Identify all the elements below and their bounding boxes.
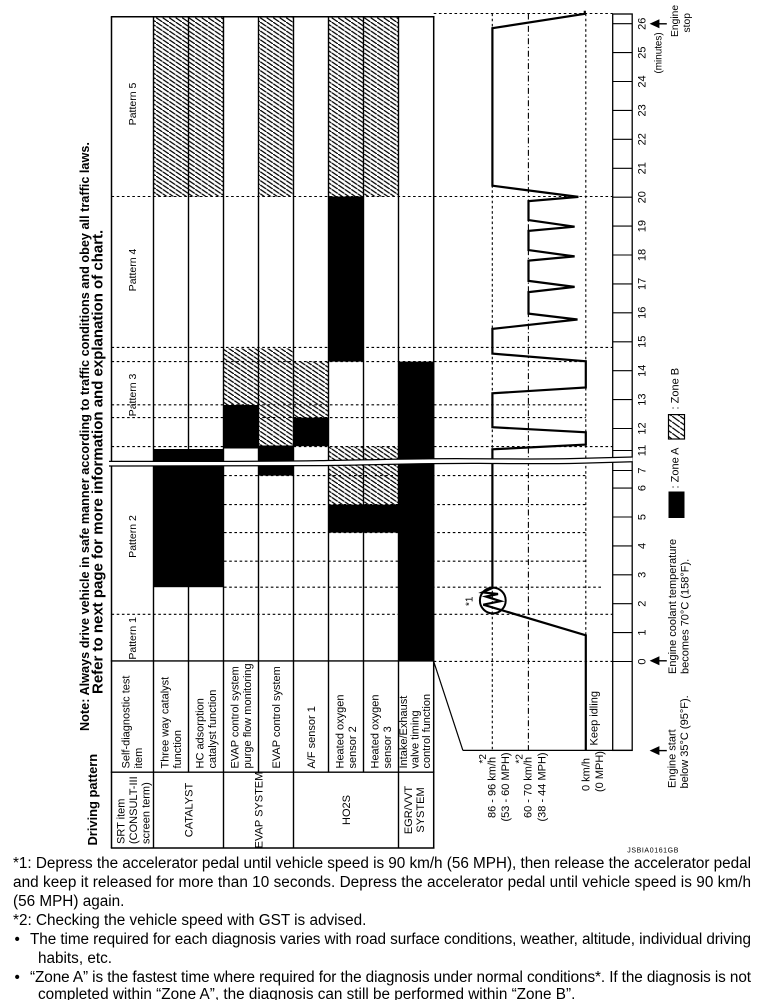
- svg-text:Keep idling: Keep idling: [589, 691, 601, 745]
- svg-text:•: •: [15, 969, 20, 986]
- svg-text:3: 3: [636, 572, 648, 578]
- svg-text:(53 - 60 MPH): (53 - 60 MPH): [500, 752, 512, 821]
- svg-text:EVAP control system: EVAP control system: [271, 666, 283, 768]
- svg-text:JSBIA0161GB: JSBIA0161GB: [627, 847, 679, 854]
- svg-text:26: 26: [636, 18, 648, 30]
- svg-text:A/F sensor 1: A/F sensor 1: [306, 706, 318, 768]
- svg-text:purge flow monitoring: purge flow monitoring: [242, 663, 254, 768]
- svg-text:17: 17: [636, 278, 648, 290]
- svg-text:sensor 2: sensor 2: [347, 726, 359, 768]
- svg-text:22: 22: [636, 133, 648, 145]
- svg-text:(minutes): (minutes): [654, 32, 665, 73]
- svg-text:Pattern 4: Pattern 4: [127, 249, 139, 292]
- svg-text:7: 7: [636, 467, 648, 473]
- svg-text:valve timing: valve timing: [410, 710, 422, 768]
- svg-text:21: 21: [636, 162, 648, 174]
- svg-text:catalyst function: catalyst function: [207, 690, 219, 769]
- svg-text:completed within “Zone A”, the: completed within “Zone A”, the diagnosis…: [38, 986, 575, 1000]
- svg-text:HO2S: HO2S: [341, 795, 353, 825]
- svg-text:12: 12: [636, 422, 648, 434]
- svg-text:Pattern 3: Pattern 3: [127, 374, 139, 417]
- svg-text:Intake/Exhaust: Intake/Exhaust: [398, 696, 410, 769]
- svg-text:5: 5: [636, 514, 648, 520]
- svg-text:0 km/h: 0 km/h: [581, 758, 593, 791]
- svg-text:*1: *1: [465, 596, 476, 606]
- svg-text:function: function: [172, 730, 184, 769]
- svg-text:60 - 70 km/h: 60 - 70 km/h: [523, 757, 535, 818]
- svg-text:Driving pattern: Driving pattern: [85, 754, 100, 846]
- svg-text:18: 18: [636, 249, 648, 261]
- svg-text:Heated oxygen: Heated oxygen: [335, 695, 347, 769]
- svg-text:SYSTEM: SYSTEM: [415, 787, 427, 832]
- svg-text:: Zone A: : Zone A: [670, 447, 682, 489]
- svg-text:EGR/VVT: EGR/VVT: [403, 786, 415, 835]
- svg-text:Engine: Engine: [670, 5, 681, 37]
- svg-text:6: 6: [636, 485, 648, 491]
- svg-text:Three way catalyst: Three way catalyst: [160, 677, 172, 769]
- svg-text:1: 1: [636, 630, 648, 636]
- svg-text:sensor 3: sensor 3: [382, 726, 394, 768]
- svg-text:item: item: [133, 748, 145, 769]
- svg-text:24: 24: [636, 75, 648, 87]
- svg-text:EVAP control system: EVAP control system: [230, 666, 242, 768]
- svg-text:CATALYST: CATALYST: [184, 783, 196, 838]
- svg-text:: Zone B: : Zone B: [670, 368, 682, 410]
- svg-text:control function: control function: [421, 694, 433, 769]
- svg-text:86 - 96 km/h: 86 - 96 km/h: [487, 757, 499, 818]
- svg-text:Note: Always drive vehicle in: Note: Always drive vehicle in safe manne…: [78, 142, 92, 731]
- svg-text:19: 19: [636, 220, 648, 232]
- svg-text:screen term): screen term): [141, 782, 153, 844]
- svg-text:below 35°C (95°F).: below 35°C (95°F).: [679, 695, 691, 788]
- svg-text:(CONSULT-III: (CONSULT-III: [128, 776, 140, 844]
- svg-text:Pattern 2: Pattern 2: [127, 515, 139, 558]
- svg-text:Engine start: Engine start: [667, 729, 679, 788]
- svg-text:“Zone A” is the fastest time w: “Zone A” is the fastest time where requi…: [30, 969, 752, 986]
- svg-text:becomes 70°C (158°F).: becomes 70°C (158°F).: [680, 559, 692, 674]
- svg-text:*2: *2: [478, 754, 489, 764]
- svg-text:20: 20: [636, 191, 648, 203]
- svg-text:(38 - 44 MPH): (38 - 44 MPH): [537, 752, 549, 821]
- svg-text:4: 4: [636, 543, 648, 549]
- svg-text:*2: *2: [515, 754, 526, 764]
- svg-text:(56 MPH) again.: (56 MPH) again.: [13, 893, 124, 910]
- svg-text:25: 25: [636, 46, 648, 58]
- svg-text:14: 14: [636, 365, 648, 377]
- svg-text:Heated oxygen: Heated oxygen: [370, 695, 382, 769]
- svg-text:(0 MPH): (0 MPH): [594, 751, 606, 792]
- svg-text:habits, etc.: habits, etc.: [38, 950, 112, 967]
- svg-text:and keep it released for more: and keep it released for more than 10 se…: [13, 874, 751, 891]
- svg-text:*1: Depress the accelerator pe: *1: Depress the accelerator pedal until …: [13, 855, 751, 872]
- svg-text:23: 23: [636, 104, 648, 116]
- svg-text:0: 0: [636, 658, 648, 664]
- svg-text:Engine coolant temperature: Engine coolant temperature: [667, 539, 679, 674]
- svg-text:HC adsorption: HC adsorption: [195, 698, 207, 768]
- svg-text:Pattern 1: Pattern 1: [127, 617, 139, 660]
- svg-text:15: 15: [636, 336, 648, 348]
- svg-text:13: 13: [636, 393, 648, 405]
- svg-text:Pattern 5: Pattern 5: [127, 83, 139, 126]
- svg-text:SRT item: SRT item: [116, 799, 128, 844]
- svg-text:Refer to next page for more in: Refer to next page for more information …: [89, 230, 106, 694]
- svg-text:Self-diagnostic test: Self-diagnostic test: [121, 676, 133, 769]
- svg-text:11: 11: [636, 445, 648, 456]
- svg-text:•: •: [15, 931, 20, 948]
- svg-text:The time required for each dia: The time required for each diagnosis var…: [30, 931, 751, 948]
- svg-text:2: 2: [636, 601, 648, 607]
- svg-text:*2: Checking the vehicle speed: *2: Checking the vehicle speed with GST …: [13, 912, 366, 929]
- svg-text:stop: stop: [682, 13, 693, 33]
- svg-text:16: 16: [636, 307, 648, 319]
- svg-text:EVAP SYSTEM: EVAP SYSTEM: [254, 772, 266, 849]
